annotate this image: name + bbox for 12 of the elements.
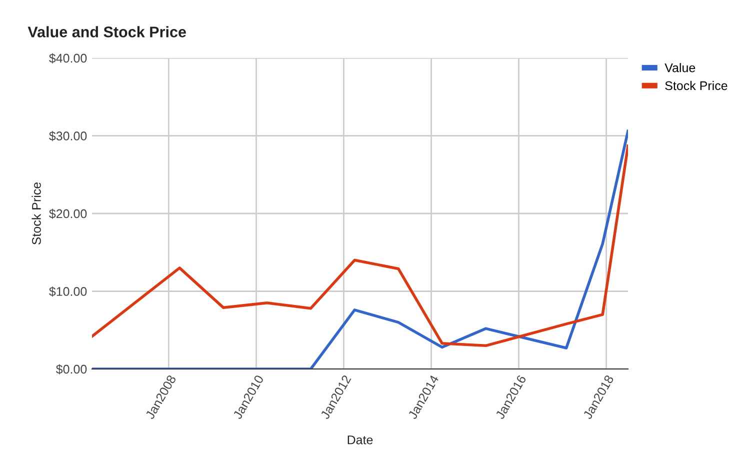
y-tick-label: $30.00	[49, 131, 87, 142]
line-series	[92, 144, 628, 348]
y-tick-label: $20.00	[49, 208, 87, 219]
y-tick-label: $10.00	[49, 286, 87, 297]
y-tick-label: $40.00	[49, 53, 87, 64]
legend-label: Stock Price	[665, 80, 728, 90]
x-axis-title: Date	[348, 436, 373, 444]
line-series	[92, 130, 628, 369]
legend-label: Value	[664, 63, 696, 72]
y-axis-title: Stock Price	[32, 182, 41, 245]
y-tick-label: $0.00	[56, 364, 87, 374]
chart-title: Value and Stock Price	[28, 26, 186, 38]
